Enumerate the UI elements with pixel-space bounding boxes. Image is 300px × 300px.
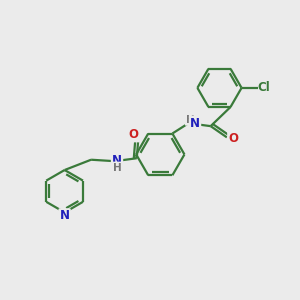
Text: N: N xyxy=(60,209,70,223)
Text: O: O xyxy=(228,132,238,145)
Text: N: N xyxy=(112,154,122,167)
Text: N: N xyxy=(190,117,200,130)
Text: O: O xyxy=(129,128,139,141)
Text: Cl: Cl xyxy=(257,81,270,94)
Text: H: H xyxy=(112,163,122,173)
Text: H: H xyxy=(186,115,195,125)
